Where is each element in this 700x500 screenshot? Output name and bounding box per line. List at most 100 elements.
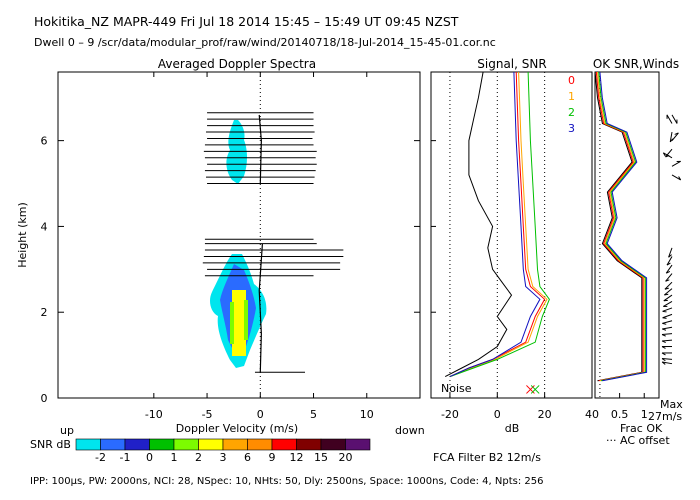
header-line1: Hokitika_NZ MAPR-449 Fri Jul 18 2014 15:…: [34, 14, 459, 29]
wind-barb-13: [664, 281, 673, 290]
wind-barb-head-20: [662, 152, 666, 157]
snr-title: Signal, SNR: [477, 57, 546, 71]
wind-barb-head-6: [661, 328, 667, 331]
scale-tick-label: 20: [339, 451, 353, 464]
snr-x-tick-label: 0: [494, 408, 501, 421]
wind-barb-18: [671, 174, 681, 181]
spectra-blob-high-cyan: [226, 120, 247, 184]
series-snr-3: [449, 71, 541, 378]
wind-barb-head-21: [665, 154, 670, 158]
wind-barbs: [661, 114, 682, 365]
ac-offset-label: ··· AC offset: [606, 434, 670, 447]
spectra-frame: [57, 71, 421, 399]
wind-barb-head-14: [665, 279, 670, 282]
winds-title: OK SNR,Winds: [593, 57, 679, 71]
spectra-blob-low-green: [230, 300, 248, 344]
scale-swatch-2: [124, 438, 150, 451]
legend-2: 2: [568, 106, 575, 119]
mean-velocity-trace: [258, 114, 264, 373]
scale-tick-label: -1: [120, 451, 131, 464]
y-tick-label: 0: [41, 392, 48, 405]
x-tick-label: -5: [202, 408, 213, 421]
scale-tick-label: 0: [146, 451, 153, 464]
ok-x-tick-label: 1: [641, 408, 648, 421]
noise-mark: [526, 385, 535, 394]
scale-swatch-11: [345, 438, 371, 451]
wind-barb-head-8: [662, 317, 667, 319]
y-axis-label: Height (km): [16, 202, 29, 268]
snr-x-tick-label: -20: [441, 408, 459, 421]
series-snr-1: [449, 71, 548, 378]
header-line2: Dwell 0 – 9 /scr/data/modular_prof/raw/w…: [34, 36, 496, 49]
scale-tick-label: 1: [171, 451, 178, 464]
wind-barb-21: [665, 148, 673, 158]
wind-barb-head-13: [664, 287, 669, 290]
scale-tick-label: 6: [244, 451, 251, 464]
x-tick-label: -10: [145, 408, 163, 421]
frac-ok-line-1: [595, 71, 644, 382]
wind-barb-head-23: [669, 138, 674, 143]
y-tick-label: 4: [41, 220, 48, 233]
x-tick-label: 0: [257, 408, 264, 421]
wind-barb-19: [671, 160, 681, 167]
frac-ok-label: Frac OK: [620, 422, 663, 435]
wind-barb-8: [662, 313, 673, 319]
snr-x-tick-label: 40: [585, 408, 599, 421]
wind-barb-head-18: [678, 176, 682, 181]
wind-barb-12: [664, 288, 673, 296]
wind-barb-head-4: [661, 340, 666, 344]
snr-x-tick-label: 20: [538, 408, 552, 421]
wind-barb-head-2: [661, 352, 666, 356]
scale-swatch-9: [296, 438, 322, 451]
wind-barb-head-15: [666, 270, 671, 274]
scale-swatch-10: [320, 438, 346, 451]
wind-barb-6: [662, 326, 673, 330]
snr-x-label: dB: [505, 422, 520, 435]
up-label: up: [60, 424, 74, 437]
down-label: down: [395, 424, 425, 437]
scale-tick-label: 2: [195, 451, 202, 464]
wind-barb-head-22: [674, 132, 679, 135]
spectra-plot: -10 -5 0 5 10 0 2 4 6: [41, 72, 420, 421]
wind-barb-head-9: [662, 310, 667, 313]
scale-swatch-0: [75, 438, 101, 451]
legend-0: 0: [568, 74, 575, 87]
wind-barb-25: [671, 114, 678, 124]
wind-barb-20: [663, 152, 673, 159]
wind-barb-head-5: [661, 334, 666, 337]
snr-frame: [430, 71, 593, 399]
wind-barb-head-0: [661, 361, 666, 365]
wind-barb-0: [662, 361, 673, 365]
okfrac-plot: 0.5 1: [594, 71, 648, 421]
spectra-blob-low-yellow: [232, 290, 246, 356]
scale-tick-label: 3: [220, 451, 227, 464]
spectra-shading: [210, 120, 267, 368]
wind-barb-head-7: [662, 322, 667, 325]
wind-barb-head-1: [661, 358, 666, 362]
ac-offset-dots: ···: [606, 434, 620, 447]
max-value: 27m/s: [648, 410, 682, 423]
scale-swatch-4: [173, 438, 199, 451]
max-label: Max: [660, 398, 683, 411]
scale-swatch-7: [247, 438, 273, 451]
wind-barb-1: [661, 358, 673, 360]
frac-ok-line-3: [598, 71, 646, 382]
wind-barb-23: [669, 131, 673, 142]
footer-params: IPP: 100μs, PW: 2000ns, NCI: 28, NSpec: …: [30, 476, 543, 487]
wind-barb-head-16: [666, 262, 671, 266]
wind-barb-head-3: [661, 346, 666, 349]
wind-barb-head-17: [668, 254, 672, 258]
series-signal: [444, 71, 513, 378]
frac-ok-line-2: [597, 71, 645, 382]
x-tick-label: 5: [310, 408, 317, 421]
wind-barb-4: [661, 339, 673, 342]
wind-barb-head-12: [664, 293, 669, 296]
legend-1: 1: [568, 90, 575, 103]
wind-barb-14: [665, 273, 673, 282]
wind-barb-17: [668, 247, 673, 258]
ac-offset-text: AC offset: [620, 434, 670, 447]
filter-label: FCA Filter B2 12m/s: [433, 451, 541, 464]
snr-plot: -20 0 20 40: [431, 71, 599, 421]
okfrac-frame: [594, 71, 660, 399]
wind-barb-16: [666, 256, 673, 266]
